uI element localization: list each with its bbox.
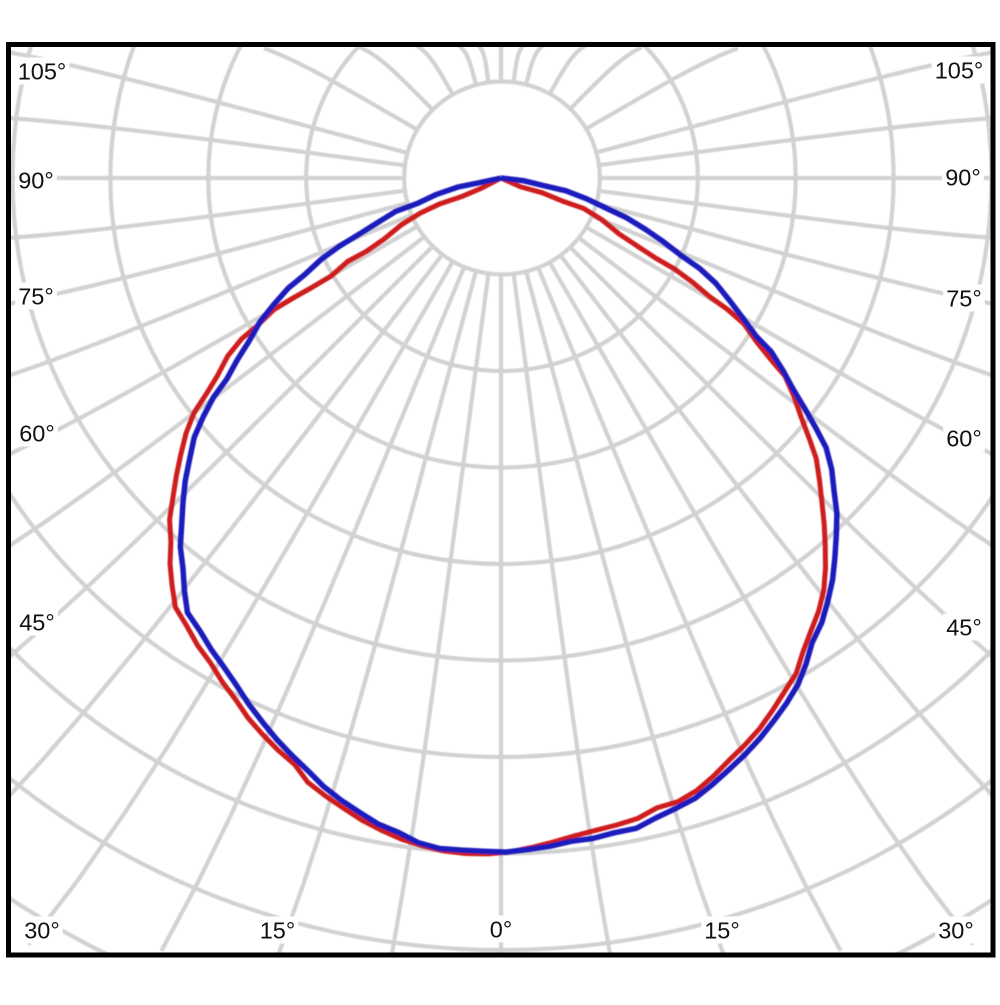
svg-text:90°: 90°	[945, 164, 981, 190]
svg-text:45°: 45°	[946, 614, 982, 640]
svg-text:30°: 30°	[24, 917, 60, 943]
svg-text:60°: 60°	[19, 420, 55, 446]
svg-text:75°: 75°	[946, 285, 982, 311]
svg-text:90°: 90°	[18, 167, 54, 193]
svg-text:45°: 45°	[19, 609, 55, 635]
svg-text:0°: 0°	[490, 916, 512, 942]
svg-text:15°: 15°	[704, 917, 740, 943]
svg-text:105°: 105°	[18, 58, 67, 84]
svg-text:60°: 60°	[946, 425, 982, 451]
svg-text:105°: 105°	[935, 57, 984, 83]
svg-text:30°: 30°	[938, 917, 974, 943]
svg-text:15°: 15°	[260, 917, 296, 943]
svg-text:75°: 75°	[18, 283, 54, 309]
